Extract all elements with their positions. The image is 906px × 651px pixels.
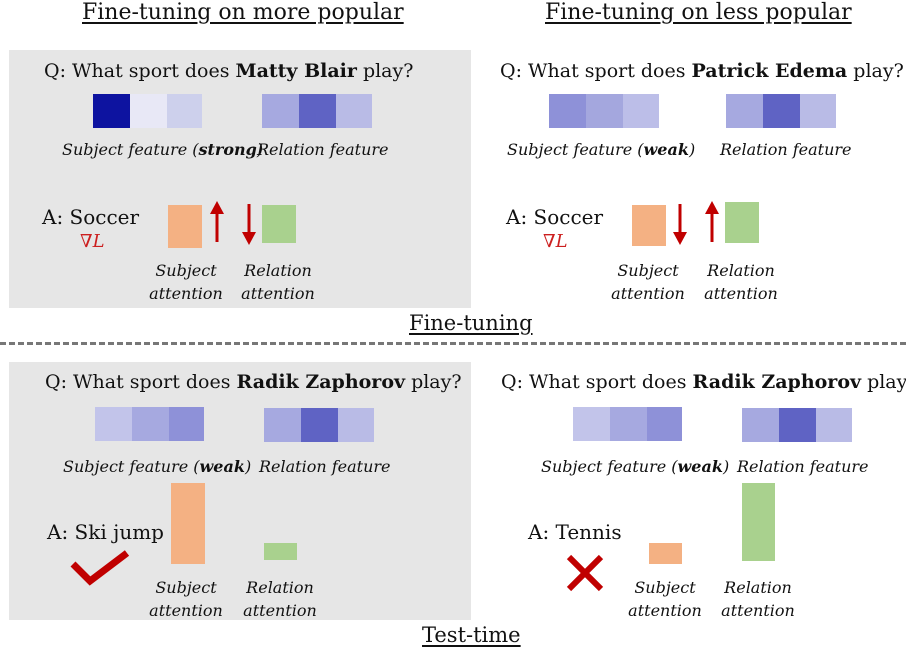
relation-attention-caption: Relation attention bbox=[243, 578, 317, 620]
relation-attention-caption: Relation attention bbox=[704, 261, 778, 303]
subject-feature-caption: Subject feature (weak) bbox=[63, 457, 252, 476]
subject-attention-caption: Subject attention bbox=[611, 261, 685, 303]
question-bottom-right: Q: What sport does Radik Zaphorov play? bbox=[501, 371, 906, 393]
answer-top-right: A: Soccer bbox=[506, 205, 604, 229]
subject-feature-cell bbox=[130, 94, 167, 128]
entity-name: Matty Blair bbox=[235, 60, 357, 82]
up-arrow-icon bbox=[705, 201, 719, 242]
relation-feature-cell bbox=[779, 408, 816, 442]
stage-label-fine-tuning: Fine-tuning bbox=[409, 311, 533, 335]
subject-attention-caption: Subject attention bbox=[628, 578, 702, 620]
relation-attention-bar bbox=[262, 205, 296, 243]
subject-attention-bar bbox=[632, 205, 666, 246]
stage-label-test-time: Test-time bbox=[422, 623, 521, 647]
answer-bottom-left: A: Ski jump bbox=[47, 520, 164, 544]
subject-feature-cell bbox=[549, 94, 586, 128]
relation-feature-caption: Relation feature bbox=[737, 457, 869, 476]
gradient-label: ∇L bbox=[543, 231, 568, 252]
relation-feature-cell bbox=[262, 94, 299, 128]
relation-attention-bar bbox=[742, 483, 775, 561]
relation-feature-cell bbox=[336, 94, 372, 128]
subject-feature-cell bbox=[573, 407, 610, 441]
answer-top-left: A: Soccer bbox=[42, 205, 140, 229]
relation-attention-bar bbox=[264, 543, 297, 560]
dashed-divider bbox=[0, 342, 906, 345]
entity-name: Radik Zaphorov bbox=[236, 371, 406, 393]
check-icon bbox=[70, 550, 130, 586]
subject-feature-cell bbox=[95, 407, 132, 441]
question-top-right: Q: What sport does Patrick Edema play? bbox=[500, 60, 904, 82]
subject-attention-bar bbox=[171, 483, 205, 564]
subject-feature-cell bbox=[169, 407, 204, 441]
question-top-left: Q: What sport does Matty Blair play? bbox=[44, 60, 414, 82]
relation-feature-caption: Relation feature bbox=[257, 140, 389, 159]
subject-feature-cell bbox=[93, 94, 130, 128]
relation-attention-bar bbox=[725, 202, 759, 243]
question-bottom-left: Q: What sport does Radik Zaphorov play? bbox=[45, 371, 462, 393]
heading-less-popular: Fine-tuning on less popular bbox=[545, 0, 852, 25]
heading-popular: Fine-tuning on more popular bbox=[82, 0, 404, 25]
subject-attention-caption: Subject attention bbox=[149, 261, 223, 303]
subject-attention-bar bbox=[168, 205, 202, 248]
up-arrow-icon bbox=[210, 201, 224, 242]
down-arrow-icon bbox=[242, 204, 256, 245]
relation-feature-cell bbox=[763, 94, 800, 128]
subject-feature-cell bbox=[132, 407, 169, 441]
down-arrow-icon bbox=[673, 204, 687, 245]
answer-bottom-right: A: Tennis bbox=[528, 520, 622, 544]
relation-feature-cell bbox=[264, 408, 301, 442]
relation-feature-caption: Relation feature bbox=[720, 140, 852, 159]
relation-feature-cell bbox=[301, 408, 338, 442]
subject-feature-cell bbox=[167, 94, 202, 128]
relation-feature-cell bbox=[742, 408, 779, 442]
entity-name: Radik Zaphorov bbox=[692, 371, 862, 393]
relation-feature-cell bbox=[726, 94, 763, 128]
subject-feature-cell bbox=[623, 94, 659, 128]
subject-feature-caption: Subject feature (weak) bbox=[507, 140, 696, 159]
subject-feature-cell bbox=[586, 94, 623, 128]
subject-feature-cell bbox=[647, 407, 682, 441]
panel-top-left bbox=[9, 50, 471, 308]
entity-name: Patrick Edema bbox=[691, 60, 848, 82]
relation-attention-caption: Relation attention bbox=[241, 261, 315, 303]
relation-attention-caption: Relation attention bbox=[721, 578, 795, 620]
cross-icon bbox=[566, 554, 604, 592]
subject-attention-bar bbox=[649, 543, 682, 564]
subject-feature-caption: Subject feature (weak) bbox=[541, 457, 730, 476]
relation-feature-cell bbox=[299, 94, 336, 128]
relation-feature-cell bbox=[816, 408, 852, 442]
subject-attention-caption: Subject attention bbox=[149, 578, 223, 620]
subject-feature-caption: Subject feature (strong) bbox=[62, 140, 264, 159]
relation-feature-caption: Relation feature bbox=[259, 457, 391, 476]
relation-feature-cell bbox=[338, 408, 374, 442]
relation-feature-cell bbox=[800, 94, 836, 128]
subject-feature-cell bbox=[610, 407, 647, 441]
gradient-label: ∇L bbox=[80, 231, 105, 252]
